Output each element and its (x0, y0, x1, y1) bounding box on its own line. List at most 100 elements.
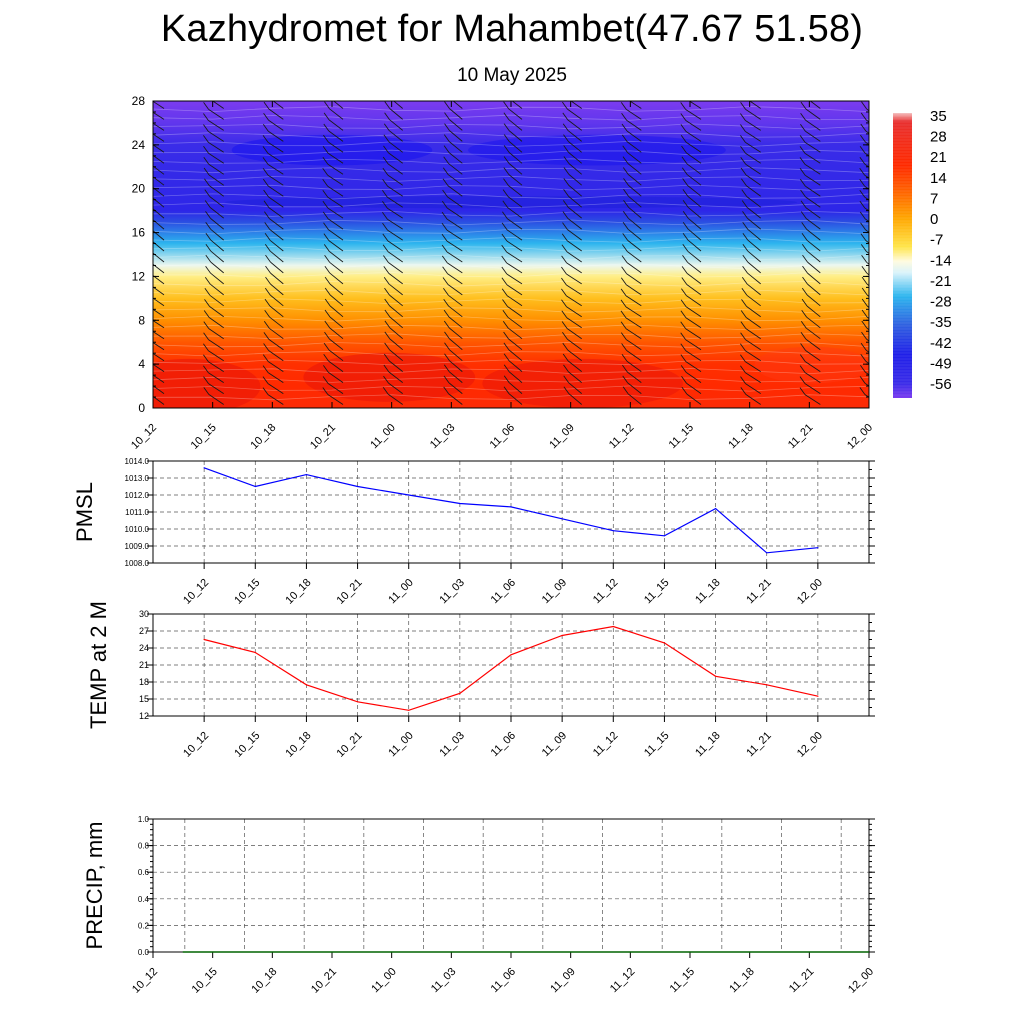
wind-barb (329, 338, 344, 351)
x-tick-label: 10_21 (335, 730, 365, 760)
field-blob (468, 134, 726, 166)
wind-barb-flag (799, 157, 806, 165)
wind-barb-flag (264, 309, 271, 318)
wind-barb (208, 394, 224, 405)
wind-barb-flag (144, 114, 149, 121)
wind-barb-flag (740, 387, 747, 395)
wind-barb (153, 176, 165, 186)
wind-barb-flag (444, 112, 450, 120)
wind-barb (568, 174, 582, 186)
wind-barb-flag (263, 189, 269, 198)
wind-barb-flag (324, 287, 331, 296)
wind-barb-flag (681, 277, 688, 285)
wind-barb-flag (262, 376, 269, 384)
wind-barb-flag (741, 91, 746, 98)
wind-barb-flag (621, 255, 628, 263)
contour-line (153, 114, 869, 121)
wind-barb-flag (382, 233, 389, 242)
wind-barb (628, 174, 642, 186)
wind-barb (388, 152, 403, 164)
wind-barb (508, 152, 523, 164)
wind-barb (506, 240, 523, 252)
wind-barb-flag (146, 200, 151, 207)
x-tick-label: 11_18 (727, 966, 757, 996)
wind-barb (449, 349, 463, 362)
wind-barb-flag (441, 233, 448, 242)
wind-barb (625, 328, 642, 340)
wind-barb-flag (205, 254, 212, 263)
wind-barb-flag (383, 364, 390, 373)
wind-barb (745, 163, 761, 175)
wind-barb (448, 382, 463, 394)
wind-barb-flag (384, 287, 390, 296)
wind-barb-flag (680, 332, 687, 341)
wind-barb-flag (742, 222, 749, 230)
wind-barb (446, 251, 463, 263)
wind-barb-flag (204, 288, 211, 296)
field-blob (231, 134, 433, 166)
wind-barb (629, 101, 642, 109)
wind-barb (566, 328, 582, 340)
wind-barb (387, 174, 403, 186)
wind-barb-flag (740, 135, 746, 143)
wind-barb (567, 130, 582, 142)
wind-barb (153, 320, 165, 329)
wind-barb (267, 394, 284, 405)
wind-barb-flag (562, 91, 567, 98)
wind-barb (747, 218, 761, 230)
data-point (561, 634, 563, 637)
wind-barb (508, 108, 523, 120)
contour-line (153, 219, 869, 226)
wind-barb (626, 130, 642, 142)
wind-barb-flag (263, 200, 270, 209)
wind-barb-flag (503, 167, 510, 175)
wind-barb (208, 163, 224, 175)
y-tick-label: 12 (139, 711, 149, 721)
wind-barb-flag (742, 243, 749, 252)
x-tick-label: 11_21 (787, 966, 817, 996)
wind-barb (625, 295, 642, 307)
wind-barb-flag (443, 156, 450, 164)
wind-barb (329, 283, 344, 296)
wind-barb (686, 393, 702, 405)
data-point (357, 485, 359, 488)
wind-barb-flag (682, 232, 689, 241)
wind-barb (389, 316, 403, 329)
wind-barb (745, 109, 761, 120)
wind-barb (745, 131, 761, 142)
wind-barb-flag (799, 146, 806, 154)
wind-barb-flag (265, 254, 271, 263)
wind-barb (270, 294, 284, 307)
wind-barb-flag (561, 299, 567, 308)
wind-barb-flag (503, 112, 510, 120)
wind-barb-flag (501, 255, 508, 264)
wind-barb-flag (146, 189, 151, 196)
wind-barb (448, 316, 463, 329)
wind-barb-flag (859, 200, 866, 209)
x-tick-label: 10_18 (249, 966, 279, 996)
wind-barb (626, 109, 642, 120)
wind-barb-flag (860, 134, 866, 143)
wind-barb-flag (205, 243, 212, 252)
wind-barb (329, 305, 344, 318)
y-tick-label: 16 (132, 226, 146, 240)
wind-barb-flag (204, 91, 209, 98)
wind-barb (269, 327, 284, 340)
wind-barb-flag (680, 102, 687, 110)
wind-barb-flag (205, 265, 211, 274)
wind-barb-flag (621, 343, 627, 351)
wind-barb-flag (859, 157, 866, 165)
wind-barb-flag (322, 200, 329, 209)
wind-barb (153, 342, 165, 351)
wind-barb-flag (264, 222, 271, 230)
wind-barb (267, 383, 284, 394)
wind-barb-flag (501, 244, 508, 253)
wind-barb-flag (443, 320, 450, 329)
wind-barb-flag (382, 178, 388, 187)
wind-barb (329, 294, 344, 307)
x-tick-label: 11_18 (693, 577, 723, 607)
wind-barb (805, 130, 821, 142)
wind-barb-flag (620, 321, 627, 330)
wind-barb (506, 273, 523, 285)
wind-barb-flag (799, 376, 806, 384)
